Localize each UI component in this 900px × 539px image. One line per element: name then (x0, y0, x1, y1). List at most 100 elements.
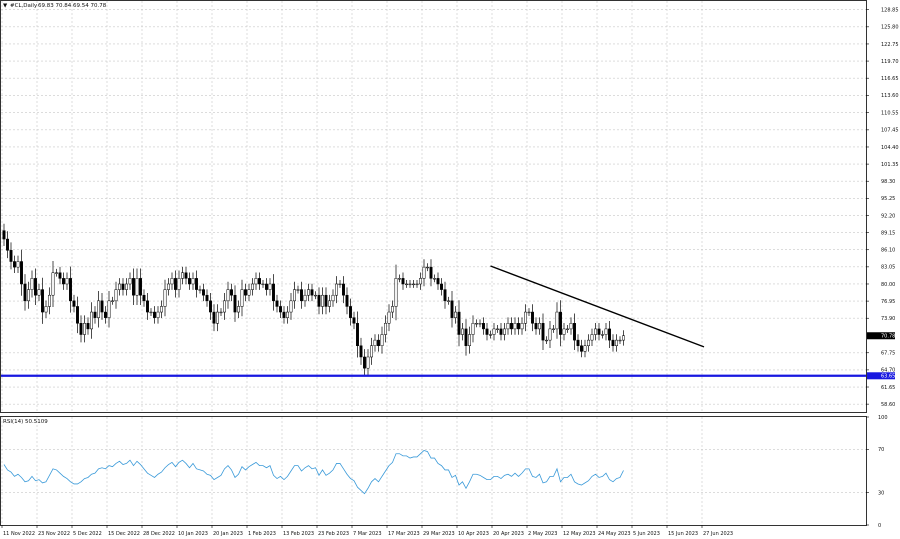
rsi-line (3, 450, 624, 495)
candle (513, 317, 517, 335)
date-tick-label: 27 Jun 2023 (703, 531, 733, 537)
date-tick-label: 5 Dec 2022 (73, 531, 102, 537)
price-tick-label: 83.05 (881, 265, 895, 271)
candle (310, 283, 314, 302)
candle (464, 319, 468, 356)
candle (62, 272, 65, 290)
price-tick-label: 98.30 (881, 179, 895, 185)
rsi-panel-frame (0, 416, 867, 526)
header-arrow: ▼ (3, 3, 8, 9)
candle (34, 268, 37, 306)
candle (247, 283, 251, 302)
candle (482, 317, 485, 335)
price-tick-label: 92.20 (881, 213, 895, 219)
candle (23, 274, 27, 311)
candle (160, 300, 163, 318)
candle (478, 319, 482, 328)
candle (167, 278, 170, 296)
candle (615, 334, 618, 352)
candle (555, 302, 559, 339)
rsi-tick-label: 0 (878, 523, 881, 529)
date-tick-label: 10 Apr 2023 (458, 531, 489, 537)
candle (384, 315, 387, 343)
candle (72, 294, 76, 313)
axes: 128.85 125.80 122.75 119.70 116.65 113.60 110.… (1, 8, 899, 537)
candle (398, 274, 401, 283)
price-tick-label: 61.65 (881, 385, 895, 391)
candle (69, 266, 72, 313)
candle (440, 278, 443, 296)
price-tick-label: 128.85 (881, 8, 899, 14)
support-price-tag-bg (867, 372, 895, 380)
candle (300, 281, 303, 309)
candle (153, 306, 156, 324)
candle (279, 300, 282, 318)
candle (415, 280, 419, 288)
candle (573, 313, 576, 350)
price-tick-label: 73.90 (881, 316, 895, 322)
candle (461, 323, 464, 341)
candle (184, 266, 188, 285)
price-tick-label: 107.45 (881, 128, 899, 134)
candle (107, 291, 111, 328)
candle (527, 308, 531, 316)
candle (548, 321, 552, 348)
candle (394, 264, 398, 321)
candle (251, 278, 254, 296)
candle (408, 280, 412, 288)
candle (216, 304, 219, 332)
candle (475, 319, 478, 328)
candle (342, 276, 345, 304)
candle (205, 289, 209, 307)
candle (51, 260, 55, 308)
candle (142, 289, 146, 307)
candle (426, 263, 429, 272)
symbol-label: #CL,Daily (10, 3, 38, 9)
candle (9, 242, 13, 270)
candle (429, 259, 433, 287)
candle (622, 330, 625, 346)
candle (471, 315, 475, 343)
price-tick-label: 125.80 (881, 25, 899, 31)
candle (121, 278, 125, 296)
candle (191, 272, 195, 290)
candle (331, 289, 335, 307)
date-tick-label: 23 Nov 2022 (38, 531, 70, 537)
price-tick-label: 113.60 (881, 93, 899, 99)
candle (240, 279, 244, 317)
date-tick-label: 15 Jun 2023 (668, 531, 698, 537)
candle (55, 268, 58, 277)
candle (104, 306, 107, 324)
candle (202, 283, 205, 302)
candle (380, 326, 384, 354)
last-price-tag-bg (867, 332, 895, 340)
candle (37, 283, 41, 302)
price-tick-label: 101.35 (881, 162, 899, 168)
candle (520, 317, 524, 335)
candle (335, 276, 338, 304)
candle (27, 281, 30, 309)
candle (114, 281, 118, 309)
price-tick-label: 76.95 (881, 299, 895, 305)
date-tick-label: 29 Mar 2023 (423, 531, 455, 537)
candle (16, 255, 20, 274)
candle (496, 324, 499, 333)
price-tick-label: 119.70 (881, 59, 899, 65)
candle (489, 330, 492, 339)
candle (324, 287, 328, 315)
candle (296, 285, 300, 294)
candle (289, 292, 293, 320)
candle (268, 278, 272, 296)
candle (552, 324, 555, 333)
candle (93, 306, 97, 324)
price-tick-label: 67.75 (881, 351, 895, 357)
candle (79, 315, 83, 343)
candle (590, 328, 594, 347)
candle (356, 311, 359, 358)
candle (219, 308, 223, 316)
candle (6, 231, 9, 259)
candle (597, 323, 601, 341)
date-tick-label: 23 Feb 2023 (318, 531, 349, 537)
candle (223, 292, 226, 320)
